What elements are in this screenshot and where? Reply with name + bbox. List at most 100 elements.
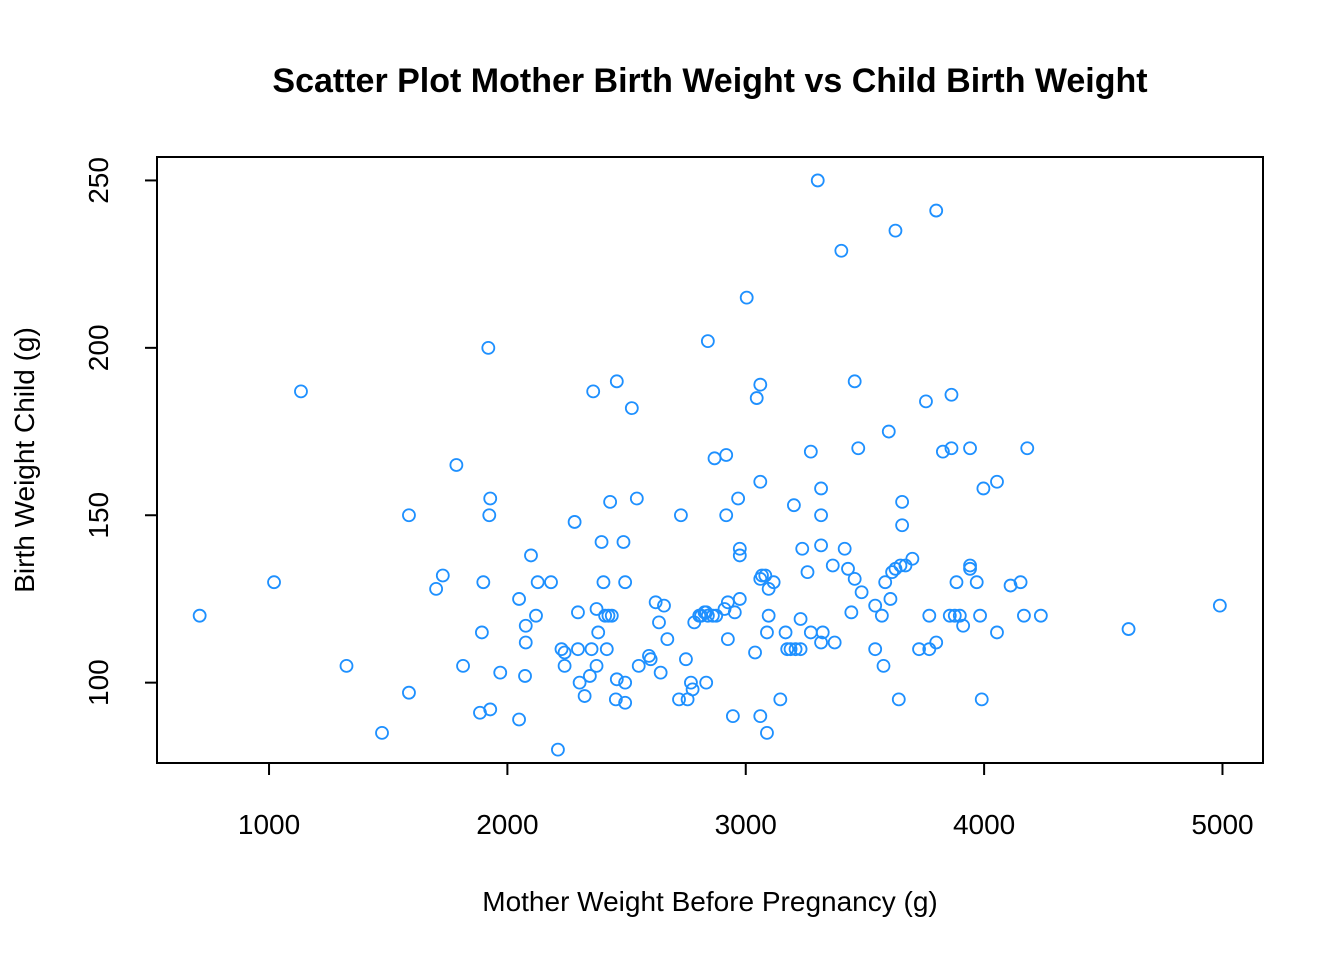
- data-point: [603, 494, 618, 509]
- data-point: [1013, 575, 1028, 590]
- data-point: [876, 659, 891, 673]
- data-point: [429, 582, 444, 596]
- data-point: [684, 675, 698, 690]
- data-point: [700, 334, 715, 349]
- data-point: [814, 508, 828, 523]
- data-point: [618, 575, 633, 590]
- data-point: [814, 538, 828, 553]
- data-point: [969, 575, 984, 590]
- data-point: [618, 695, 633, 710]
- data-point: [760, 625, 774, 640]
- data-point: [778, 625, 793, 640]
- data-point: [727, 605, 742, 620]
- y-tick-label: 250: [83, 157, 114, 204]
- data-point: [1033, 608, 1048, 623]
- data-point: [827, 635, 842, 650]
- data-point: [707, 451, 722, 466]
- data-point: [963, 561, 977, 576]
- data-point: [731, 491, 746, 506]
- data-point: [949, 575, 964, 590]
- data-point: [935, 444, 950, 459]
- y-axis: 100 150 200 250: [83, 157, 158, 706]
- data-point: [456, 659, 470, 673]
- data-point: [719, 508, 734, 523]
- data-point: [609, 672, 624, 687]
- x-tick-label: 5000: [1191, 809, 1253, 840]
- data-point: [589, 659, 604, 673]
- data-point: [530, 575, 545, 590]
- y-tick-label: 100: [83, 659, 114, 706]
- data-point: [571, 642, 585, 657]
- data-point: [493, 665, 508, 680]
- data-point: [402, 685, 416, 700]
- data-point: [766, 575, 781, 590]
- data-point: [1020, 441, 1035, 456]
- data-point: [888, 223, 903, 238]
- data-point: [732, 541, 747, 556]
- data-point: [760, 725, 774, 740]
- data-point: [551, 742, 565, 757]
- data-point: [339, 659, 354, 673]
- data-point: [544, 575, 558, 590]
- data-point: [554, 642, 569, 657]
- data-point: [881, 424, 896, 439]
- data-point: [524, 548, 538, 563]
- x-tick-label: 3000: [715, 809, 777, 840]
- data-point: [660, 632, 675, 647]
- data-point: [557, 659, 572, 673]
- data-point: [518, 635, 533, 650]
- data-point: [868, 642, 883, 657]
- data-point: [885, 565, 900, 580]
- data-point: [1212, 598, 1227, 613]
- data-point: [719, 448, 734, 462]
- data-point: [847, 374, 862, 389]
- data-point: [618, 675, 633, 690]
- data-point: [529, 608, 543, 623]
- data-point: [963, 441, 977, 456]
- data-point: [481, 340, 496, 355]
- data-point: [956, 618, 971, 633]
- data-point: [905, 551, 920, 566]
- data-point: [732, 592, 747, 606]
- data-point: [518, 669, 532, 683]
- data-point: [609, 374, 624, 389]
- data-point: [604, 608, 619, 623]
- data-point: [591, 625, 606, 640]
- data-point: [974, 692, 989, 707]
- data-point: [648, 595, 663, 610]
- data-point: [749, 391, 764, 405]
- data-point: [449, 458, 464, 472]
- chart-title: Scatter Plot Mother Birth Weight vs Chil…: [272, 62, 1147, 100]
- x-axis-label: Mother Weight Before Pregnancy (g): [482, 886, 937, 917]
- data-point: [895, 518, 910, 533]
- data-point: [878, 575, 893, 590]
- data-point: [783, 642, 798, 657]
- data-point: [672, 692, 686, 707]
- data-point: [267, 575, 281, 590]
- data-point: [652, 615, 666, 630]
- data-point: [1121, 622, 1136, 636]
- x-tick-label: 2000: [476, 809, 538, 840]
- data-point: [709, 608, 724, 623]
- data-point: [476, 575, 491, 590]
- data-point: [557, 645, 572, 660]
- data-point: [616, 535, 631, 549]
- data-point: [577, 689, 592, 703]
- data-point: [732, 548, 747, 563]
- data-point: [944, 387, 959, 402]
- x-axis: 1000 2000 3000 4000 5000: [238, 762, 1254, 840]
- data-point: [851, 441, 866, 456]
- data-point: [891, 692, 906, 707]
- data-point: [810, 173, 825, 188]
- data-point: [990, 625, 1004, 640]
- data-point: [512, 592, 526, 606]
- data-point: [739, 290, 754, 305]
- data-point: [788, 642, 803, 657]
- data-point: [482, 508, 497, 523]
- data-point: [624, 401, 639, 416]
- data-point: [571, 605, 585, 620]
- data-point: [793, 612, 808, 626]
- data-point: [584, 642, 599, 657]
- data-point: [586, 384, 601, 399]
